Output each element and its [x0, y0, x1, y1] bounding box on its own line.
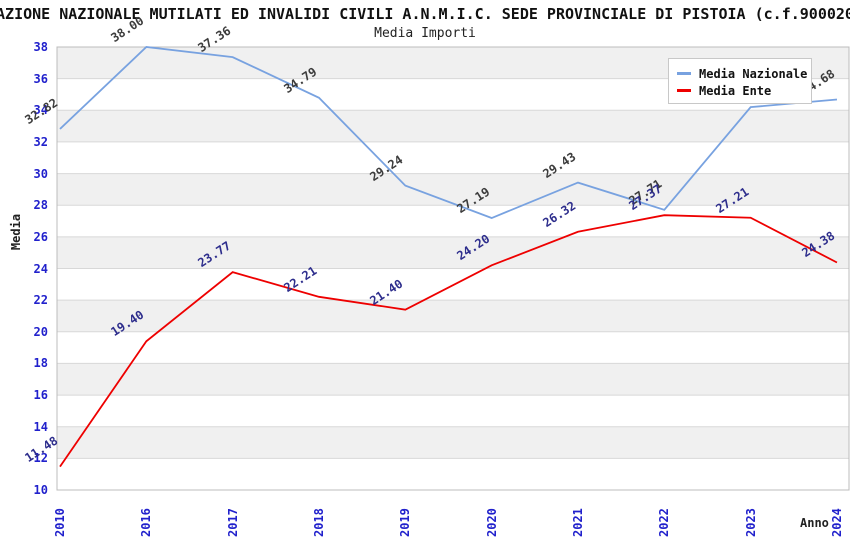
x-tick-label: 2017: [225, 508, 240, 537]
plot-band: [57, 458, 849, 490]
y-tick-label: 34: [33, 103, 48, 118]
x-axis-title: Anno: [800, 516, 829, 530]
x-tick-label: 2010: [53, 508, 67, 537]
x-tick-label: 2018: [311, 508, 326, 537]
y-tick-label: 12: [33, 451, 48, 466]
chart-title: AZIONE NAZIONALE MUTILATI ED INVALIDI CI…: [0, 5, 850, 23]
plot-band: [57, 300, 849, 332]
y-tick-label: 22: [33, 293, 48, 308]
y-tick-label: 14: [33, 419, 48, 434]
media-nazionale-line-swatch-icon: [677, 72, 691, 75]
plot-band: [57, 236, 849, 269]
plot-band: [57, 426, 849, 459]
plot-band: [57, 173, 849, 206]
y-tick-label: 18: [33, 356, 48, 371]
plot-band: [57, 141, 849, 174]
x-tick-label: 2023: [743, 508, 758, 537]
x-tick-label: 2022: [657, 508, 672, 537]
y-tick-label: 26: [33, 229, 48, 244]
x-tick-label: 2021: [570, 508, 585, 537]
y-tick-label: 28: [33, 198, 48, 213]
legend-label: Media Ente: [699, 83, 772, 98]
legend-item-media-nazionale: Media Nazionale: [677, 65, 811, 82]
plot-border: [56, 46, 850, 491]
y-tick-label: 16: [33, 388, 48, 403]
x-tick-label: 2019: [398, 508, 413, 537]
y-tick-label: 32: [33, 134, 48, 149]
y-tick-label: 36: [33, 71, 48, 86]
y-tick-label: 38: [33, 40, 48, 54]
plot-band: [57, 110, 849, 142]
legend-label: Media Nazionale: [699, 66, 808, 81]
media-nazionale-line: [59, 46, 838, 219]
media-ente-line-swatch-icon: [677, 89, 691, 92]
plot-band: [57, 331, 849, 364]
plot-band: [57, 363, 849, 396]
legend-item-media-ente: Media Ente: [677, 82, 811, 99]
x-tick-label: 2020: [484, 508, 499, 537]
plot-band: [57, 395, 849, 427]
x-tick-label: 2016: [139, 508, 154, 537]
y-tick-label: 10: [33, 483, 48, 497]
y-tick-label: 30: [33, 166, 48, 181]
plot-band: [57, 205, 849, 237]
x-tick-label: 2024: [829, 508, 844, 537]
chart-subtitle: Media Importi: [374, 26, 476, 41]
media-ente-line: [59, 214, 838, 468]
y-tick-label: 20: [33, 324, 48, 339]
y-tick-label: 24: [33, 261, 48, 276]
legend-box: Media Nazionale Media Ente: [668, 58, 812, 104]
